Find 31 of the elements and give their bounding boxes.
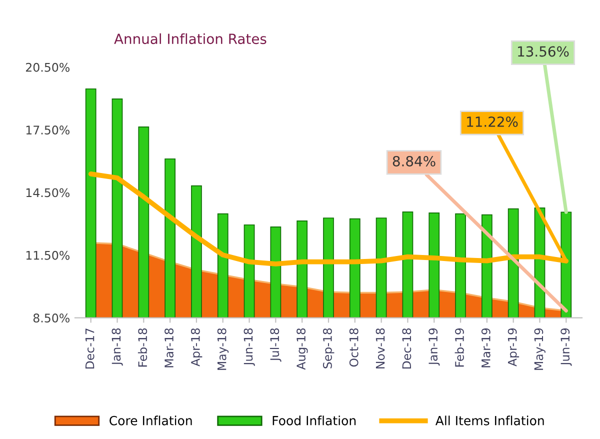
x-tick-label: Aug-18 <box>296 328 308 370</box>
legend-label: Food Inflation <box>272 416 356 426</box>
chart-title: Annual Inflation Rates <box>114 33 266 44</box>
x-tick-label: Jan-19 <box>428 328 440 366</box>
x-tick-label: Dec-17 <box>85 328 94 369</box>
x-tick-label: Jul-18 <box>270 328 282 362</box>
x-tick-label: Feb-18 <box>138 328 148 367</box>
x-tick-label: Mar-19 <box>481 328 490 368</box>
x-tick-label: Jan-18 <box>112 328 123 366</box>
x-tick-label: Jun-19 <box>560 328 572 366</box>
y-tick-label: 11.50% <box>26 250 70 260</box>
annotation: 13.56% <box>518 46 569 57</box>
legend-label: All Items Inflation <box>435 416 544 426</box>
x-tick-label: Sep-18 <box>322 328 334 368</box>
y-tick-label: 14.50% <box>26 188 70 198</box>
x-tick-label: May-19 <box>534 328 546 370</box>
x-tick-label: Apr-18 <box>190 328 202 366</box>
x-tick-label: Oct-18 <box>349 328 358 367</box>
x-tick-label: Dec-18 <box>402 328 412 369</box>
annotation: 8.84% <box>392 156 436 166</box>
x-tick-label: Nov-18 <box>376 328 385 368</box>
y-tick-label: 8.50% <box>33 314 70 322</box>
y-tick-label: 20.50% <box>26 62 70 72</box>
x-tick-label: Apr-19 <box>508 328 520 366</box>
x-tick-label: Mar-18 <box>164 328 174 368</box>
x-tick-label: Feb-19 <box>454 328 464 367</box>
y-tick-label: 17.50% <box>26 126 70 134</box>
legend-label: Core Inflation <box>110 416 192 426</box>
x-tick-label: May-18 <box>217 328 229 370</box>
annotation: 11.22% <box>467 116 518 127</box>
x-tick-label: Jun-18 <box>244 328 255 366</box>
